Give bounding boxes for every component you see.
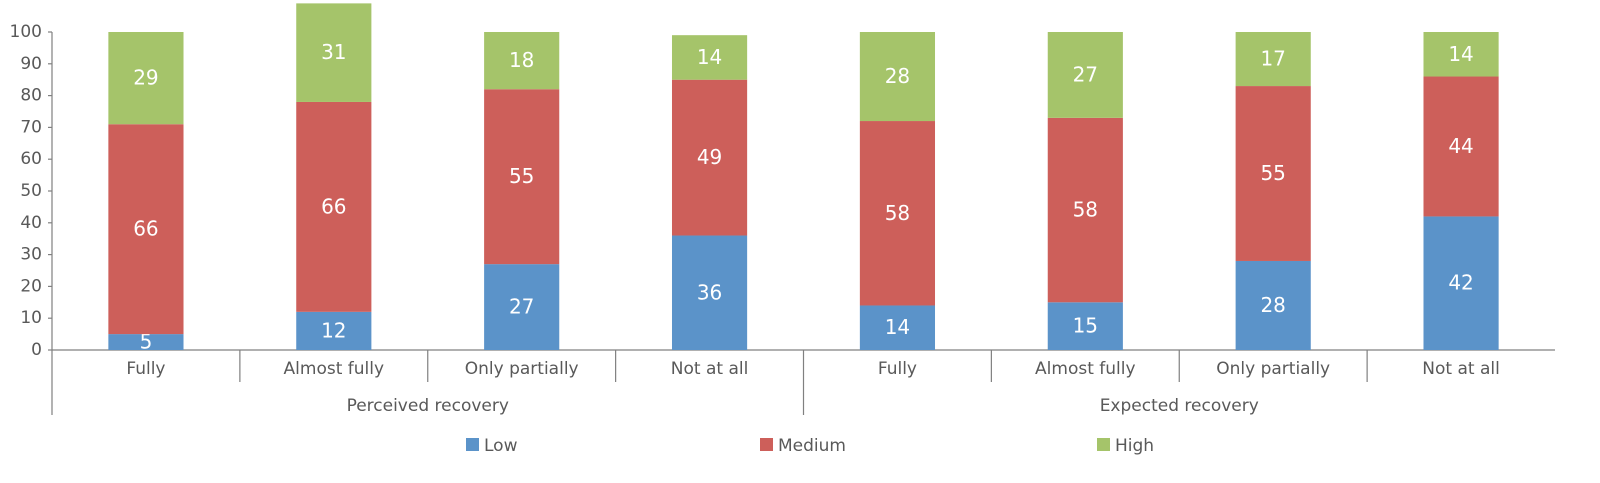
- bar-segment: [108, 334, 184, 350]
- y-tick-label: 60: [20, 149, 42, 169]
- data-label: 58: [885, 201, 910, 225]
- bar-segment: [108, 124, 184, 335]
- legend-label: Medium: [778, 436, 846, 456]
- bar-segment: [296, 101, 372, 312]
- bar-segment: [108, 32, 184, 125]
- group-label: Expected recovery: [1100, 396, 1259, 416]
- bar-segment: [1235, 32, 1311, 87]
- data-label: 55: [509, 164, 534, 188]
- legend-swatch: [1097, 438, 1110, 451]
- bar-segment: [859, 32, 936, 122]
- bar-segment: [484, 89, 560, 265]
- data-label: 15: [1073, 314, 1098, 338]
- data-label: 18: [509, 48, 534, 72]
- data-label: 58: [1073, 198, 1098, 222]
- legend-label: Low: [484, 436, 518, 456]
- group-label: Perceived recovery: [347, 396, 509, 416]
- legend-label: High: [1115, 436, 1154, 456]
- bar-segment: [859, 305, 936, 350]
- bar-segment: [671, 79, 748, 236]
- x-tick-label: Only partially: [1216, 359, 1330, 379]
- x-tick-label: Not at all: [1422, 359, 1500, 379]
- data-label: 12: [321, 318, 346, 342]
- data-label: 14: [885, 315, 910, 339]
- y-tick-label: 100: [10, 22, 42, 42]
- x-tick-label: Only partially: [465, 359, 579, 379]
- data-label: 27: [509, 295, 534, 319]
- data-label: 28: [1260, 293, 1285, 317]
- y-tick-label: 20: [20, 276, 42, 296]
- data-label: 5: [140, 330, 153, 354]
- data-label: 14: [1448, 42, 1473, 66]
- bar-segment: [671, 235, 748, 350]
- y-tick-label: 10: [20, 308, 42, 328]
- bar-segment: [1423, 32, 1499, 77]
- data-label: 28: [885, 64, 910, 88]
- data-label: 55: [1260, 161, 1285, 185]
- legend-swatch: [760, 438, 773, 451]
- y-tick-label: 90: [20, 54, 42, 74]
- bar-segment: [296, 3, 372, 102]
- data-label: 14: [697, 45, 722, 69]
- data-label: 66: [133, 217, 158, 241]
- bar-segment: [1235, 86, 1311, 261]
- data-label: 31: [321, 40, 346, 64]
- bar-segment: [484, 264, 560, 350]
- bar-segment: [1047, 117, 1123, 303]
- bar-segment: [1423, 216, 1499, 350]
- data-label: 27: [1073, 62, 1098, 86]
- data-label: 49: [697, 145, 722, 169]
- data-label: 17: [1260, 47, 1285, 71]
- bar-segment: [1047, 302, 1123, 350]
- data-label: 36: [697, 280, 722, 304]
- x-tick-label: Almost fully: [284, 359, 385, 379]
- bar-segment: [1047, 32, 1123, 118]
- y-tick-label: 70: [20, 117, 42, 137]
- y-tick-label: 30: [20, 245, 42, 265]
- data-label: 42: [1448, 271, 1473, 295]
- legend-swatch: [466, 438, 479, 451]
- bar-segment: [1423, 76, 1499, 217]
- x-tick-label: Not at all: [671, 359, 749, 379]
- data-label: 29: [133, 66, 158, 90]
- bar-segment: [859, 121, 936, 306]
- data-label: 66: [321, 194, 346, 218]
- y-tick-label: 0: [31, 340, 42, 360]
- y-tick-label: 50: [20, 181, 42, 201]
- y-tick-label: 40: [20, 213, 42, 233]
- bar-segment: [1235, 260, 1311, 350]
- x-tick-label: Fully: [126, 359, 165, 379]
- y-tick-label: 80: [20, 86, 42, 106]
- data-label: 44: [1448, 134, 1473, 158]
- bar-segment: [671, 35, 748, 80]
- bar-segment: [484, 32, 560, 90]
- bar-segment: [296, 311, 372, 350]
- x-tick-label: Fully: [878, 359, 917, 379]
- x-tick-label: Almost fully: [1035, 359, 1136, 379]
